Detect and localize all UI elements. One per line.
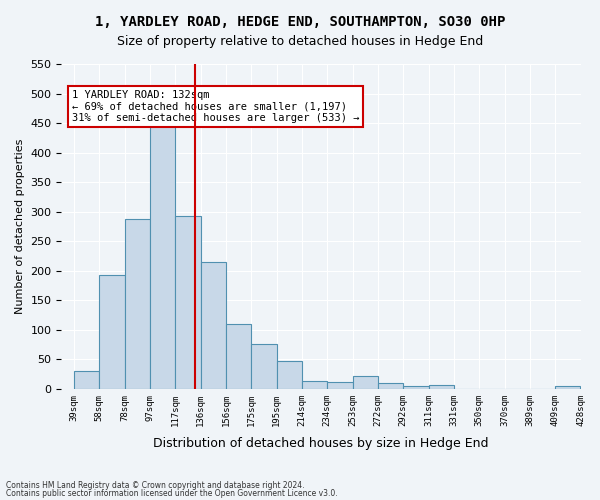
Text: 1, YARDLEY ROAD, HEDGE END, SOUTHAMPTON, SO30 0HP: 1, YARDLEY ROAD, HEDGE END, SOUTHAMPTON,… bbox=[95, 15, 505, 29]
Bar bbox=[226, 324, 251, 389]
Y-axis label: Number of detached properties: Number of detached properties bbox=[15, 138, 25, 314]
Bar bbox=[175, 216, 200, 389]
Bar bbox=[277, 361, 302, 389]
Bar bbox=[353, 376, 378, 389]
Bar bbox=[302, 380, 327, 389]
Bar bbox=[74, 371, 100, 389]
Bar bbox=[200, 262, 226, 389]
Bar bbox=[403, 386, 428, 389]
X-axis label: Distribution of detached houses by size in Hedge End: Distribution of detached houses by size … bbox=[153, 437, 489, 450]
Bar bbox=[327, 382, 353, 389]
Bar bbox=[251, 344, 277, 389]
Bar bbox=[125, 218, 150, 389]
Text: Size of property relative to detached houses in Hedge End: Size of property relative to detached ho… bbox=[117, 35, 483, 48]
Bar bbox=[428, 385, 454, 389]
Bar bbox=[555, 386, 580, 389]
Bar bbox=[378, 383, 403, 389]
Text: 1 YARDLEY ROAD: 132sqm
← 69% of detached houses are smaller (1,197)
31% of semi-: 1 YARDLEY ROAD: 132sqm ← 69% of detached… bbox=[72, 90, 359, 123]
Bar bbox=[150, 117, 175, 389]
Text: Contains HM Land Registry data © Crown copyright and database right 2024.: Contains HM Land Registry data © Crown c… bbox=[6, 481, 305, 490]
Text: Contains public sector information licensed under the Open Government Licence v3: Contains public sector information licen… bbox=[6, 488, 338, 498]
Bar bbox=[100, 276, 125, 389]
